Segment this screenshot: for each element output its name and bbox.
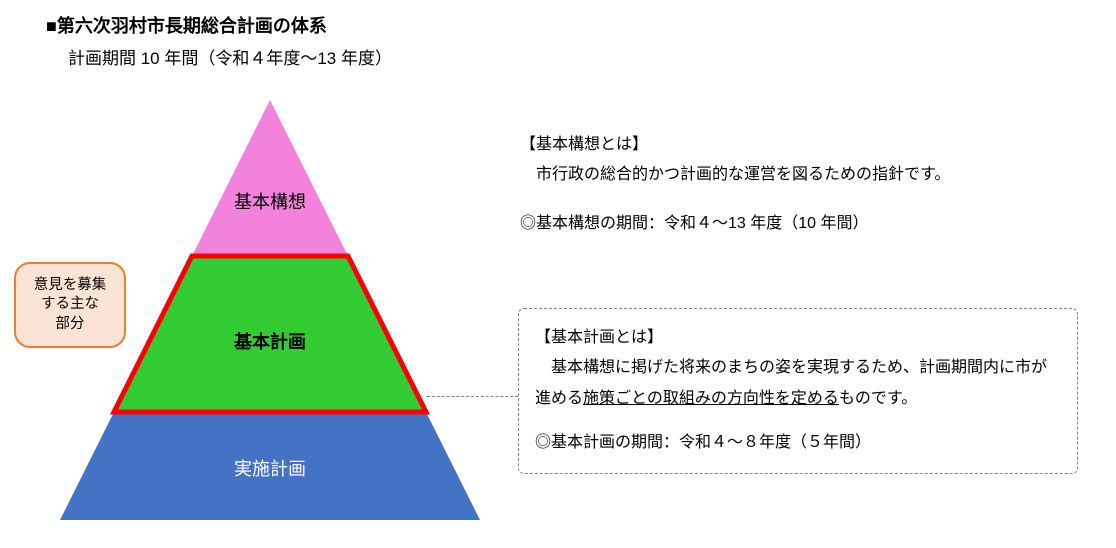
desc-box-heading: 【基本計画とは】 [535,323,1061,353]
pyramid-label-middle: 基本計画 [233,331,306,352]
desc-box-body: 基本構想に掲げた将来のまちの姿を実現するため、計画期間内に市が進める施策ごとの取… [535,353,1061,414]
pyramid-layer-top [192,100,348,256]
desc-top-body: 市行政の総合的かつ計画的な運営を図るための指針です。 [520,160,1080,190]
desc-top-heading: 【基本構想とは】 [520,130,1080,160]
pyramid-label-top: 基本構想 [234,192,306,212]
desc-box-body-post: ものです。 [839,390,917,407]
callout-text: 意見を募集する主な部分 [34,276,107,335]
page-subtitle: 計画期間 10 年間（令和４年度～13 年度） [68,44,392,69]
desc-box-period: ◎基本計画の期間：令和４～８年度（５年間） [535,428,1061,458]
callout-bubble: 意見を募集する主な部分 [14,262,126,348]
desc-box-body-underline: 施策ごとの取組みの方向性を定める [583,390,839,407]
connector-line [427,396,518,397]
pyramid-label-bottom: 実施計画 [234,459,306,479]
page-title: ■第六次羽村市長期総合計画の体系 [46,12,327,38]
description-top: 【基本構想とは】 市行政の総合的かつ計画的な運営を図るための指針です。 ◎基本構… [520,130,1080,239]
desc-top-period: ◎基本構想の期間：令和４～13 年度（10 年間） [520,209,1080,239]
description-box: 【基本計画とは】 基本構想に掲げた将来のまちの姿を実現するため、計画期間内に市が… [518,308,1078,474]
